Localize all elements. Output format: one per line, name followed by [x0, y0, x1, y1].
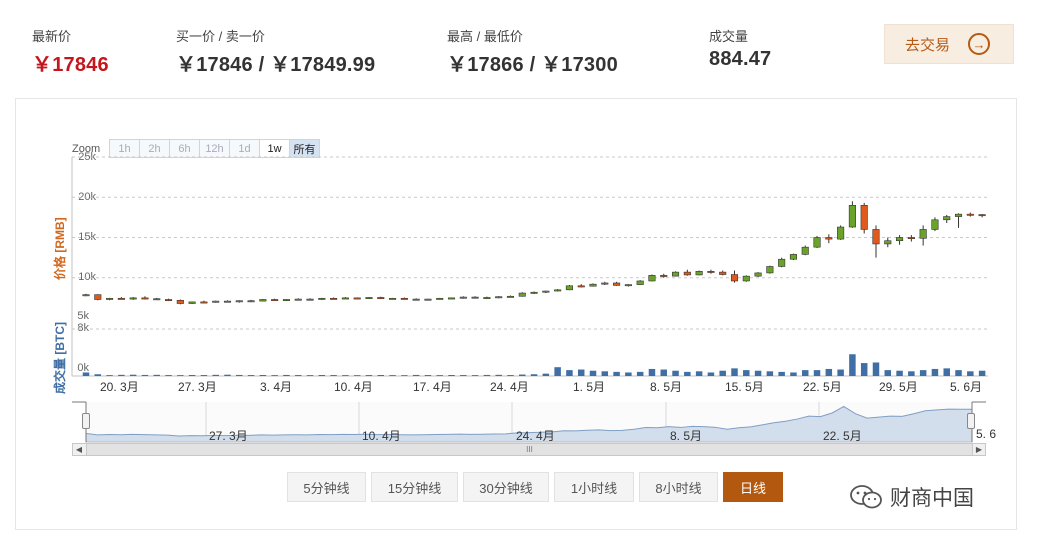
bid-ask-stat: 买一价 / 卖一价 ￥17846 / ￥17849.99: [176, 26, 375, 77]
scrollbar-right-arrow[interactable]: ▶: [975, 445, 983, 454]
zoom-6h-button[interactable]: 6h: [169, 139, 200, 158]
scrollbar-thumb[interactable]: III: [86, 444, 973, 455]
scrollbar-left-arrow[interactable]: ◀: [75, 445, 83, 454]
period-1h-button[interactable]: 1小时线: [554, 472, 634, 502]
navigator-label-2: 24. 4月: [516, 429, 555, 443]
period-8h-button[interactable]: 8小时线: [639, 472, 718, 502]
go-trade-label: 去交易: [905, 36, 951, 54]
zoom-12h-button[interactable]: 12h: [199, 139, 230, 158]
volume-tick-0k: 0k: [77, 362, 89, 374]
x-label-5: 24. 4月: [490, 380, 529, 394]
x-label-7: 8. 5月: [650, 380, 683, 394]
period-button-group: 5分钟线 15分钟线 30分钟线 1小时线 8小时线 日线: [287, 472, 783, 502]
navigator-right-handle[interactable]: [967, 413, 975, 429]
zoom-1w-button[interactable]: 1w: [259, 139, 290, 158]
x-label-1: 27. 3月: [178, 380, 217, 394]
navigator-label-1: 10. 4月: [362, 429, 401, 443]
latest-price-label: 最新价: [32, 29, 72, 44]
zoom-all-button[interactable]: 所有: [289, 139, 320, 158]
price-tick-5k: 5k: [77, 310, 89, 322]
period-5min-button[interactable]: 5分钟线: [287, 472, 366, 502]
price-tick-25k: 25k: [78, 151, 96, 163]
price-tick-15k: 15k: [78, 231, 96, 243]
navigator-label-4: 22. 5月: [823, 429, 862, 443]
x-label-4: 17. 4月: [413, 380, 452, 394]
high-low-stat: 最高 / 最低价 ￥17866 / ￥17300: [447, 26, 618, 77]
bid-ask-value: ￥17846 / ￥17849.99: [176, 54, 376, 76]
x-label-3: 10. 4月: [334, 380, 373, 394]
bid-ask-label: 买一价 / 卖一价: [176, 29, 265, 44]
price-axis-title: 价格 [RMB]: [53, 217, 67, 280]
chart-panel: [15, 98, 1017, 530]
navigator-left-handle[interactable]: [82, 413, 90, 429]
zoom-2h-button[interactable]: 2h: [139, 139, 170, 158]
x-label-10: 29. 5月: [879, 380, 918, 394]
navigator-scrollbar[interactable]: ◀ III ▶: [72, 443, 986, 456]
x-label-9: 22. 5月: [803, 380, 842, 394]
period-daily-button[interactable]: 日线: [723, 472, 783, 502]
price-tick-20k: 20k: [78, 191, 96, 203]
volume-tick-8k: 8k: [77, 322, 89, 334]
watermark: 财商中国: [848, 482, 974, 512]
x-label-0: 20. 3月: [100, 380, 139, 394]
go-trade-button[interactable]: 去交易 →: [884, 24, 1014, 64]
volume-stat: 成交量 884.47: [709, 26, 771, 71]
high-low-value: ￥17866 / ￥17300: [447, 54, 618, 76]
scrollbar-grip-icon: III: [526, 445, 533, 454]
navigator-label-3: 8. 5月: [670, 429, 703, 443]
zoom-1d-button[interactable]: 1d: [229, 139, 260, 158]
navigator-label-0: 27. 3月: [209, 429, 248, 443]
zoom-button-group: 1h 2h 6h 12h 1d 1w 所有: [109, 139, 320, 158]
volume-value: 884.47: [709, 48, 772, 70]
period-15min-button[interactable]: 15分钟线: [371, 472, 458, 502]
high-low-label: 最高 / 最低价: [447, 29, 523, 44]
volume-axis-title: 成交量 [BTC]: [53, 322, 67, 394]
watermark-text: 财商中国: [890, 487, 974, 510]
x-label-6: 1. 5月: [573, 380, 606, 394]
x-label-8: 15. 5月: [725, 380, 764, 394]
x-label-11: 5. 6月: [950, 380, 983, 394]
x-label-2: 3. 4月: [260, 380, 293, 394]
zoom-label: Zoom: [72, 143, 101, 155]
navigator-label-5: 5. 6: [976, 427, 997, 441]
volume-label: 成交量: [709, 29, 749, 44]
period-30min-button[interactable]: 30分钟线: [463, 472, 549, 502]
latest-price-stat: 最新价 ￥17846: [32, 26, 109, 77]
wechat-icon: [850, 485, 882, 509]
price-tick-10k: 10k: [78, 271, 96, 283]
latest-price-value: ￥17846: [32, 54, 109, 76]
arrow-right-circle-icon: →: [968, 33, 991, 55]
zoom-1h-button[interactable]: 1h: [109, 139, 140, 158]
